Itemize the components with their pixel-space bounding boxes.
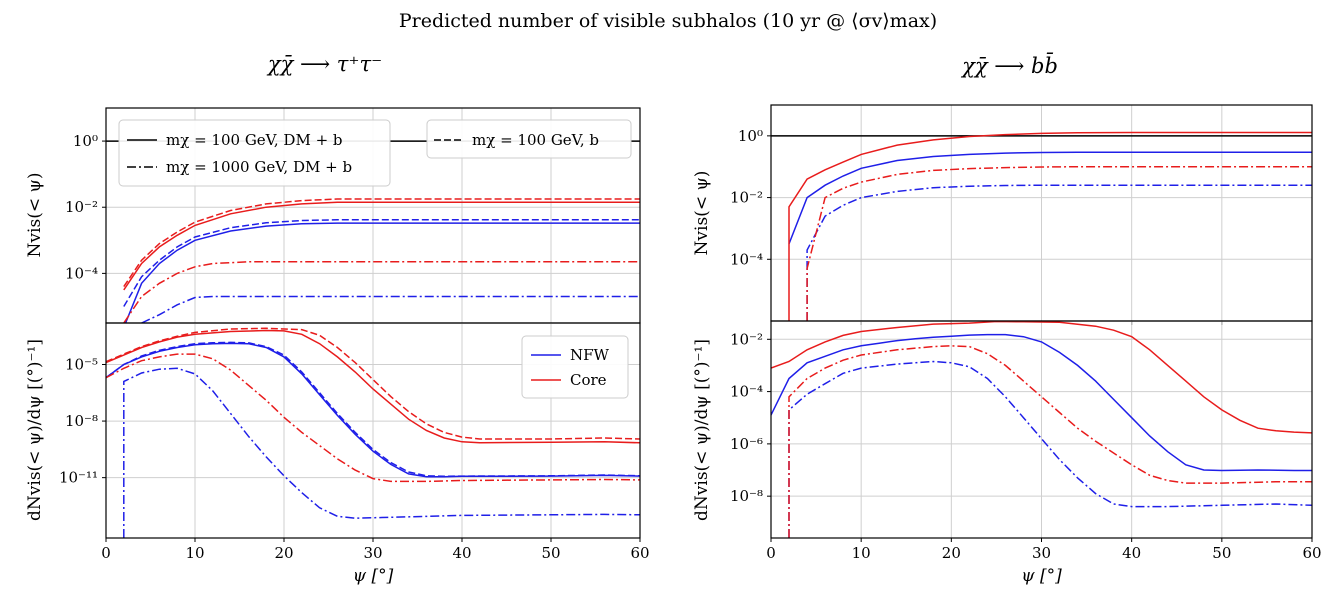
legend-label: mχ = 100 GeV, DM + b: [166, 131, 343, 149]
x-tick-label: 10: [852, 544, 871, 562]
x-tick-label: 0: [766, 544, 776, 562]
x-tick-label: 0: [101, 544, 111, 562]
y-axis-label: Nvis(< ψ): [25, 173, 45, 258]
series-core-dashdot: [806, 165, 1312, 321]
legend-linestyle-background: mχ = 100 GeV, b: [426, 119, 632, 159]
x-tick-label: 30: [1032, 544, 1051, 562]
y-axis-label: dNvis(< ψ)/dψ [(°)⁻¹]: [25, 339, 45, 521]
y-tick-label: 10⁻¹¹: [59, 469, 98, 487]
y-tick-label: 10⁻⁵: [65, 355, 98, 373]
x-tick-label: 10: [185, 544, 204, 562]
series-core-solid: [788, 131, 1312, 321]
y-tick-label: 10⁻⁴: [65, 264, 98, 282]
y-tick-label: 10⁰: [738, 127, 763, 145]
series-core-dashed: [106, 327, 640, 440]
legend-label: NFW: [570, 346, 610, 364]
x-axis-label: ψ [°]: [1021, 566, 1062, 586]
x-tick-label: 20: [274, 544, 293, 562]
series-core-solid: [123, 201, 640, 291]
series-core-dashed: [123, 198, 640, 288]
y-tick-label: 10⁻⁴: [730, 250, 763, 268]
y-tick-label: 10⁻⁴: [730, 383, 763, 401]
legend-profiles: NFW Core: [521, 335, 629, 399]
y-tick-label: 10⁻⁸: [730, 487, 763, 505]
chart-panels: 10⁻⁴ 10⁻² 10⁰ Nvis(< ψ) 10⁻¹¹ 10⁻⁸ 10⁻⁵ 0 10 20 30…: [25, 104, 1322, 586]
legend-label: mχ = 100 GeV, b: [472, 131, 599, 149]
x-tick-label: 30: [363, 544, 382, 562]
y-tick-label: 10⁻⁸: [65, 412, 98, 430]
series-nfw-dashed: [123, 219, 640, 307]
x-tick-label: 60: [630, 544, 649, 562]
series-core-solid: [771, 321, 1312, 434]
x-tick-label: 40: [1122, 544, 1141, 562]
series-nfw-solid: [771, 333, 1312, 472]
legend-label: mχ = 1000 GeV, DM + b: [166, 158, 352, 176]
bb-differential-panel: 10⁻⁸ 10⁻⁶ 10⁻⁴ 10⁻² 0 10 20 30 40 50 60 ψ [°] dNvis(…: [692, 320, 1322, 586]
series-nfw-dashdot: [788, 360, 1312, 538]
series-nfw-dashdot: [806, 184, 1312, 321]
y-tick-label: 10⁻²: [65, 198, 98, 216]
x-tick-label: 20: [942, 544, 961, 562]
series-core-solid: [106, 329, 640, 444]
series-core-dashdot: [788, 345, 1312, 538]
y-tick-label: 10⁻⁶: [730, 435, 763, 453]
series-nfw-dashdot: [141, 295, 640, 323]
legend-label: Core: [570, 371, 607, 389]
x-tick-label: 60: [1302, 544, 1321, 562]
y-axis-label: dNvis(< ψ)/dψ [(°)⁻¹]: [692, 339, 712, 521]
y-tick-label: 10⁰: [73, 132, 98, 150]
x-tick-label: 50: [541, 544, 560, 562]
series-nfw-solid: [124, 222, 640, 323]
x-axis-label: ψ [°]: [353, 566, 394, 586]
bb-cumulative-panel: 10⁻⁴ 10⁻² 10⁰ Nvis(< ψ): [692, 104, 1313, 325]
series-nfw-dashed: [106, 341, 640, 478]
tau-channel-title: χχ̄ ⟶ τ⁺τ⁻: [266, 52, 382, 76]
series-core-dashdot: [123, 261, 640, 323]
y-tick-label: 10⁻²: [730, 330, 763, 348]
y-tick-label: 10⁻²: [730, 189, 763, 207]
series-nfw-solid: [106, 342, 640, 478]
series-nfw-solid: [788, 151, 1312, 245]
legend-linestyle-dm: mχ = 100 GeV, DM + b mχ = 1000 GeV, DM + …: [118, 119, 391, 187]
x-tick-label: 40: [452, 544, 471, 562]
tau-differential-panel: 10⁻¹¹ 10⁻⁸ 10⁻⁵ 0 10 20 30 40 50 60 ψ [°] dNvis(< ψ…: [25, 322, 650, 586]
y-axis-label: Nvis(< ψ): [692, 171, 712, 256]
bb-channel-title: χχ̄ ⟶ bb̄: [960, 52, 1058, 78]
x-tick-label: 50: [1212, 544, 1231, 562]
figure-suptitle: Predicted number of visible subhalos (10…: [399, 10, 937, 32]
series-nfw-dashdot: [123, 367, 640, 538]
